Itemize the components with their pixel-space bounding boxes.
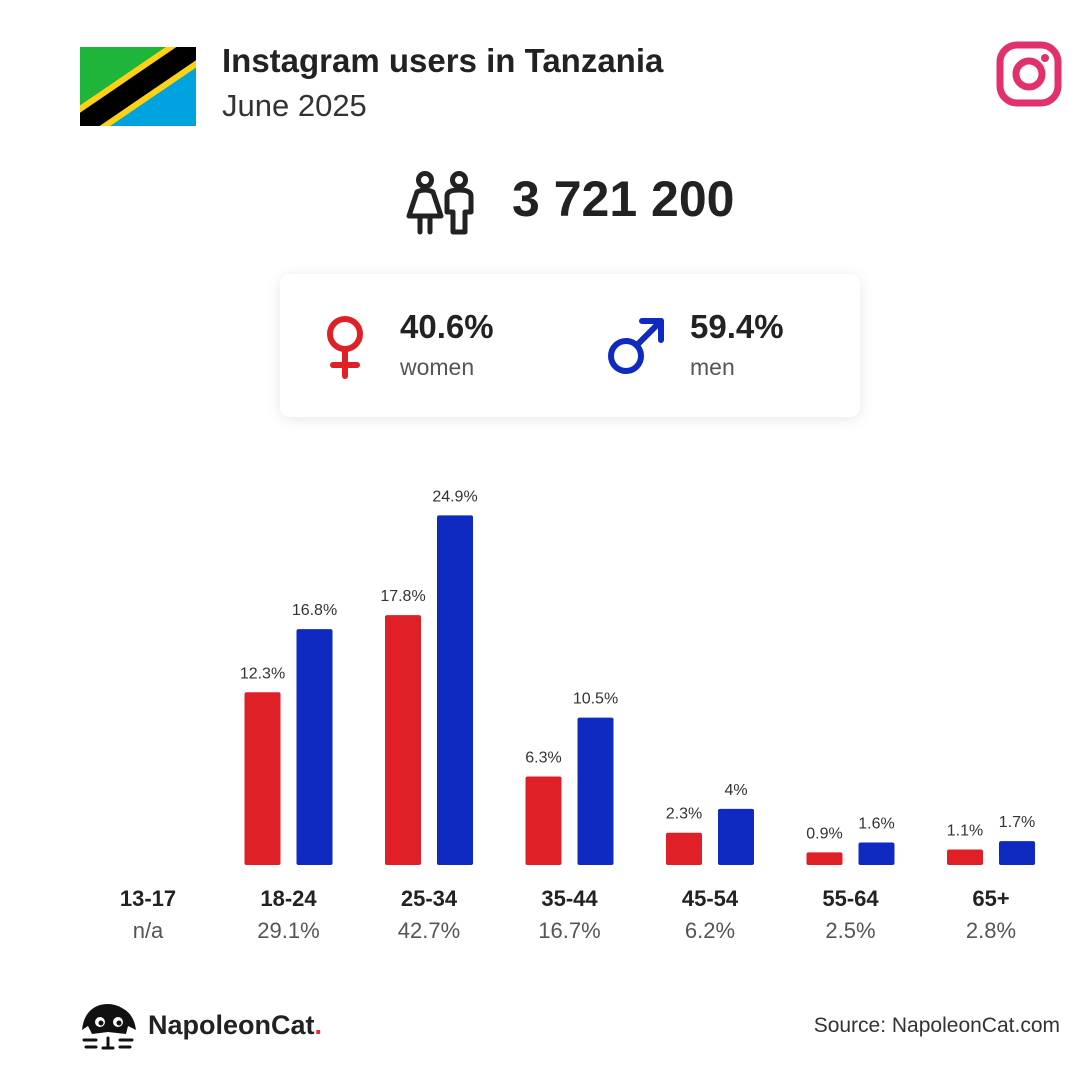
- bar: [437, 515, 473, 865]
- category-total: 16.7%: [538, 918, 600, 943]
- bar: [244, 692, 281, 865]
- bar: [577, 717, 614, 865]
- bar: [666, 832, 702, 865]
- gender-split-card: 40.6% women 59.4% men: [280, 274, 860, 417]
- category-label: 55-64: [822, 886, 879, 911]
- data-label: 12.3%: [240, 665, 285, 682]
- category-label: 18-24: [260, 886, 317, 911]
- women-percent: 40.6%: [400, 308, 494, 345]
- data-label: 16.8%: [292, 602, 337, 619]
- category-label: 45-54: [682, 886, 739, 911]
- bar: [525, 776, 562, 865]
- category-label: 65+: [972, 886, 1009, 911]
- men-percent: 59.4%: [690, 308, 784, 345]
- male-icon: [608, 318, 664, 374]
- category-label: 35-44: [541, 886, 598, 911]
- bar: [806, 852, 843, 865]
- brand-dot: .: [314, 1010, 323, 1040]
- source-text: Source: NapoleonCat.com: [813, 1014, 1060, 1037]
- category-total: 6.2%: [685, 918, 735, 943]
- category-label: 13-17: [120, 886, 176, 911]
- bar: [296, 629, 333, 865]
- data-label: 4%: [724, 782, 747, 799]
- users-icon: [406, 171, 474, 235]
- page-subtitle: June 2025: [222, 88, 367, 123]
- category-total: 2.8%: [966, 918, 1016, 943]
- instagram-icon: [996, 41, 1062, 107]
- data-label: 1.6%: [858, 816, 894, 833]
- brand-name-text: NapoleonCat: [148, 1010, 315, 1040]
- data-label: 10.5%: [573, 691, 618, 708]
- category-total: n/a: [133, 918, 164, 943]
- bar: [858, 842, 895, 865]
- bar: [718, 808, 754, 865]
- bar: [947, 849, 983, 865]
- data-label: 6.3%: [525, 750, 561, 767]
- category-total: 29.1%: [257, 918, 319, 943]
- female-icon: [327, 316, 363, 379]
- data-label: 1.7%: [999, 814, 1035, 831]
- page-title: Instagram users in Tanzania: [222, 42, 664, 79]
- data-label: 24.9%: [432, 488, 477, 505]
- data-label: 1.1%: [947, 823, 983, 840]
- category-total: 2.5%: [825, 918, 875, 943]
- data-label: 2.3%: [666, 806, 702, 823]
- brand-name: NapoleonCat.: [148, 1010, 322, 1041]
- men-label: men: [690, 354, 735, 380]
- category-label: 25-34: [401, 886, 458, 911]
- napoleoncat-logo-icon: [82, 1004, 136, 1050]
- category-total: 42.7%: [398, 918, 460, 943]
- total-users-value: 3 721 200: [512, 171, 735, 227]
- data-label: 0.9%: [806, 825, 842, 842]
- age-gender-bar-chart: 13-17 n/a 12.3% 16.8% 18-24 29.1% 17.8% 24.9% 25…: [120, 488, 1035, 943]
- women-label: women: [400, 354, 475, 380]
- data-label: 17.8%: [380, 588, 425, 605]
- bar: [385, 615, 421, 865]
- bar: [999, 841, 1035, 865]
- tanzania-flag-icon: [80, 47, 196, 126]
